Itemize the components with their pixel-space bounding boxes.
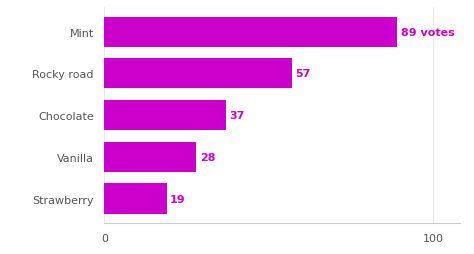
- Bar: [104, 184, 167, 214]
- Text: 89 votes: 89 votes: [401, 27, 454, 37]
- Bar: [104, 142, 196, 172]
- Bar: [104, 101, 226, 131]
- Text: 19: 19: [170, 194, 186, 204]
- Text: 28: 28: [200, 152, 215, 162]
- Bar: [104, 59, 292, 89]
- Text: 37: 37: [229, 110, 245, 121]
- Bar: [104, 18, 397, 47]
- Text: 57: 57: [295, 69, 310, 79]
